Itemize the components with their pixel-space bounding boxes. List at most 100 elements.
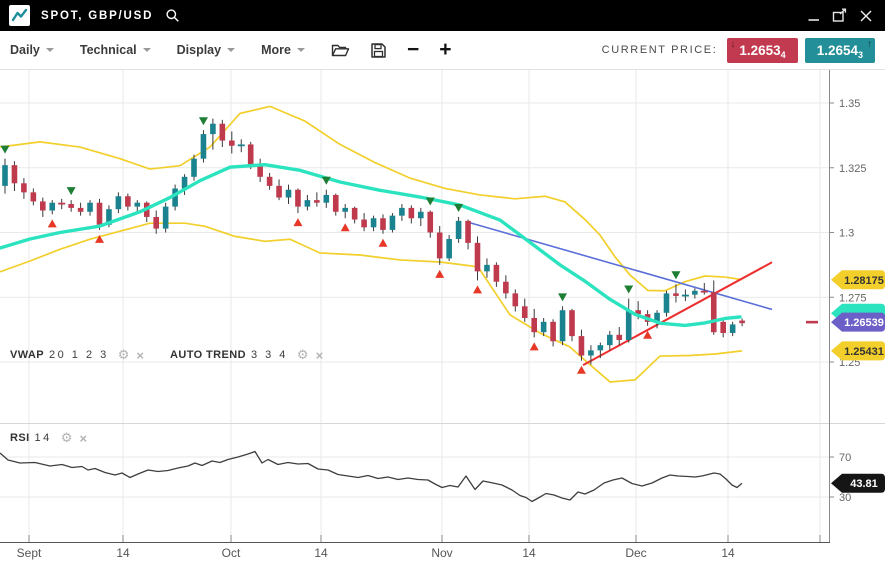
autotrend-settings-icon[interactable]: ⚙ — [296, 347, 309, 362]
svg-text:14: 14 — [116, 546, 130, 560]
buy-triangle-icon — [529, 342, 539, 351]
price-tags: 1.28175 1.25431 1.26539 43.81 — [831, 270, 885, 493]
rsi-line — [0, 450, 743, 503]
ask-price-value: 1.2654 — [816, 42, 858, 58]
autotrend-name: AUTO TREND — [170, 349, 246, 361]
bid-price-value: 1.2653 — [739, 42, 781, 58]
trendline-support[interactable] — [582, 261, 773, 366]
main-pane-indicator-row: VWAP 20 1 2 3 ⚙ × AUTO TREND 3 3 4 ⚙ × — [10, 347, 349, 363]
sell-triangle-icon — [624, 285, 634, 294]
svg-text:30: 30 — [839, 492, 851, 504]
svg-text:Nov: Nov — [431, 546, 452, 560]
sell-signals — [0, 117, 681, 302]
menu-timeframe-label: Daily — [10, 43, 40, 57]
buy-triangle-icon — [95, 234, 104, 243]
sell-triangle-icon — [198, 117, 208, 126]
rsi-pane — [0, 450, 743, 503]
sell-triangle-icon — [454, 203, 464, 212]
autotrend-params: 3 3 4 — [250, 349, 288, 361]
menu-more[interactable]: More — [261, 43, 305, 57]
menu-technical-label: Technical — [79, 43, 137, 57]
popout-button[interactable] — [830, 7, 850, 25]
price-tag-3: 1.26539 — [831, 312, 885, 332]
zoom-in-button[interactable]: + — [439, 38, 452, 61]
rsi-pane-indicator-row: RSI 14 ⚙ × — [10, 430, 113, 446]
menu-technical[interactable]: Technical — [80, 43, 151, 57]
svg-text:14: 14 — [314, 546, 328, 560]
svg-text:Dec: Dec — [625, 546, 646, 560]
ask-price-badge[interactable]: 1.2654 3 ↑ — [804, 37, 875, 63]
window-title: SPOT, GBP/USD — [41, 9, 154, 22]
rsi-params: 14 — [34, 432, 52, 444]
buy-triangle-icon — [576, 365, 586, 374]
bollinger-upper-band — [0, 105, 743, 292]
close-icon[interactable] — [856, 7, 876, 25]
vwap-settings-icon[interactable]: ⚙ — [117, 347, 130, 362]
bid-price-badge[interactable]: ↓ 1.2653 4 — [727, 37, 798, 63]
vwap-name: VWAP — [10, 349, 44, 361]
time-axis-labels: Sept 14 Oct 14 Nov 14 Dec 14 — [17, 535, 821, 560]
zoom-out-button[interactable]: − — [406, 38, 420, 61]
bollinger-lower-band — [0, 222, 743, 383]
buy-triangle-icon — [643, 330, 653, 339]
svg-text:14: 14 — [721, 546, 735, 560]
menu-display[interactable]: Display — [176, 43, 236, 57]
search-icon[interactable] — [165, 8, 180, 23]
gridlines — [0, 70, 829, 542]
minimize-button[interactable] — [804, 7, 824, 25]
price-tag-0: 1.28175 — [831, 270, 885, 290]
bid-price-pip: 4 — [780, 49, 786, 60]
sell-triangle-icon — [558, 293, 568, 302]
buy-signals — [47, 218, 653, 374]
chevron-down-icon — [142, 48, 151, 52]
arrow-down-icon: ↓ — [730, 38, 736, 50]
svg-text:1.35: 1.35 — [839, 98, 860, 110]
price-tag-1: 1.25431 — [831, 341, 885, 361]
candles-layer — [2, 118, 745, 365]
app-logo-icon — [9, 5, 30, 26]
main-price-pane — [0, 105, 818, 383]
trendline-resistance[interactable] — [465, 220, 773, 311]
menu-display-label: Display — [176, 43, 222, 57]
buy-triangle-icon — [378, 238, 388, 247]
menu-timeframe[interactable]: Daily — [10, 43, 54, 57]
svg-text:1.325: 1.325 — [839, 163, 867, 175]
sell-triangle-icon — [425, 197, 435, 206]
rsi-name: RSI — [10, 432, 30, 444]
save-icon[interactable] — [370, 42, 387, 59]
autotrend-indicator-chip: AUTO TREND 3 3 4 ⚙ × — [170, 347, 323, 363]
buy-triangle-icon — [435, 269, 445, 278]
vwap-indicator-chip: VWAP 20 1 2 3 ⚙ × — [10, 347, 144, 363]
vwap-params: 20 1 2 3 — [49, 349, 109, 361]
svg-text:Sept: Sept — [17, 546, 42, 560]
rsi-settings-icon[interactable]: ⚙ — [60, 430, 73, 445]
buy-triangle-icon — [473, 285, 482, 294]
chevron-down-icon — [296, 48, 305, 52]
menu-more-label: More — [261, 43, 291, 57]
buy-triangle-icon — [340, 223, 350, 232]
sell-triangle-icon — [0, 145, 10, 154]
sell-triangle-icon — [671, 271, 681, 280]
autotrend-remove-icon[interactable]: × — [315, 347, 324, 363]
open-folder-icon[interactable] — [331, 42, 350, 58]
vwap-line — [0, 162, 742, 328]
svg-text:Oct: Oct — [222, 546, 241, 560]
buy-triangle-icon — [47, 219, 57, 228]
rsi-value-tag: 43.81 — [831, 473, 885, 493]
chevron-down-icon — [45, 48, 54, 52]
arrow-up-icon: ↑ — [867, 38, 872, 50]
sell-triangle-icon — [321, 176, 331, 185]
svg-text:1.3: 1.3 — [839, 228, 854, 240]
svg-text:43.81: 43.81 — [850, 478, 878, 490]
ask-price-pip: 3 — [857, 49, 863, 60]
svg-text:1.25431: 1.25431 — [844, 346, 884, 358]
rsi-remove-icon[interactable]: × — [79, 430, 88, 446]
titlebar: SPOT, GBP/USD — [0, 0, 885, 31]
sell-triangle-icon — [66, 187, 76, 196]
vwap-remove-icon[interactable]: × — [136, 347, 145, 363]
buy-triangle-icon — [293, 218, 303, 227]
current-price-label: CURRENT PRICE: — [601, 44, 718, 56]
svg-text:1.275: 1.275 — [839, 292, 867, 304]
